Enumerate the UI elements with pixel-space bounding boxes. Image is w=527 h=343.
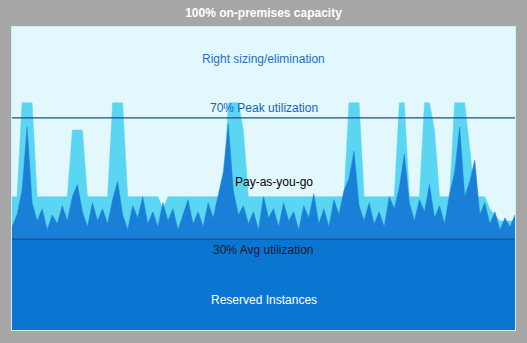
svg-text:70% Peak utilization: 70% Peak utilization	[210, 101, 318, 115]
svg-text:Pay-as-you-go: Pay-as-you-go	[235, 175, 313, 189]
svg-text:30% Avg utilization: 30% Avg utilization	[213, 243, 314, 257]
svg-text:Reserved Instances: Reserved Instances	[211, 293, 317, 307]
svg-text:100% on-premises capacity: 100% on-premises capacity	[185, 6, 342, 20]
svg-text:Right sizing/elimination: Right sizing/elimination	[202, 52, 325, 66]
